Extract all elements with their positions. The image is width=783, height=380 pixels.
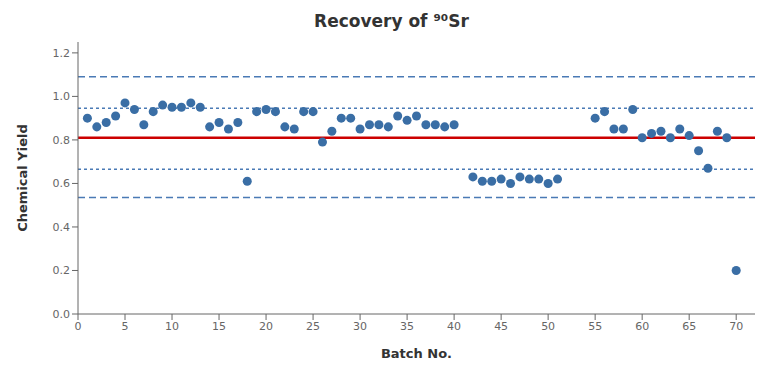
svg-text:50: 50 [541, 320, 555, 333]
svg-text:0.8: 0.8 [53, 134, 71, 147]
svg-text:55: 55 [588, 320, 602, 333]
svg-text:70: 70 [729, 320, 743, 333]
svg-text:35: 35 [400, 320, 414, 333]
html-text:Recovery of ⁹⁰Sr: Recovery of ⁹⁰Sr [314, 11, 469, 31]
svg-text:0.2: 0.2 [53, 264, 71, 277]
svg-text:20: 20 [259, 320, 273, 333]
svg-text:1.2: 1.2 [53, 47, 71, 60]
svg-text:45: 45 [494, 320, 508, 333]
svg-text:25: 25 [306, 320, 320, 333]
svg-text:0.4: 0.4 [53, 221, 71, 234]
svg-text:1.0: 1.0 [53, 90, 71, 103]
svg-text:65: 65 [682, 320, 696, 333]
svg-text:0: 0 [75, 320, 82, 333]
svg-text:0.6: 0.6 [53, 177, 71, 190]
svg-text:Chemical Yield: Chemical Yield [15, 124, 30, 232]
svg-text:15: 15 [212, 320, 226, 333]
svg-text:30: 30 [353, 320, 367, 333]
svg-text:60: 60 [635, 320, 649, 333]
svg-text:10: 10 [165, 320, 179, 333]
svg-text:40: 40 [447, 320, 461, 333]
svg-text:Batch No.: Batch No. [381, 346, 452, 361]
svg-text:0.0: 0.0 [53, 308, 71, 321]
svg-text:5: 5 [122, 320, 129, 333]
